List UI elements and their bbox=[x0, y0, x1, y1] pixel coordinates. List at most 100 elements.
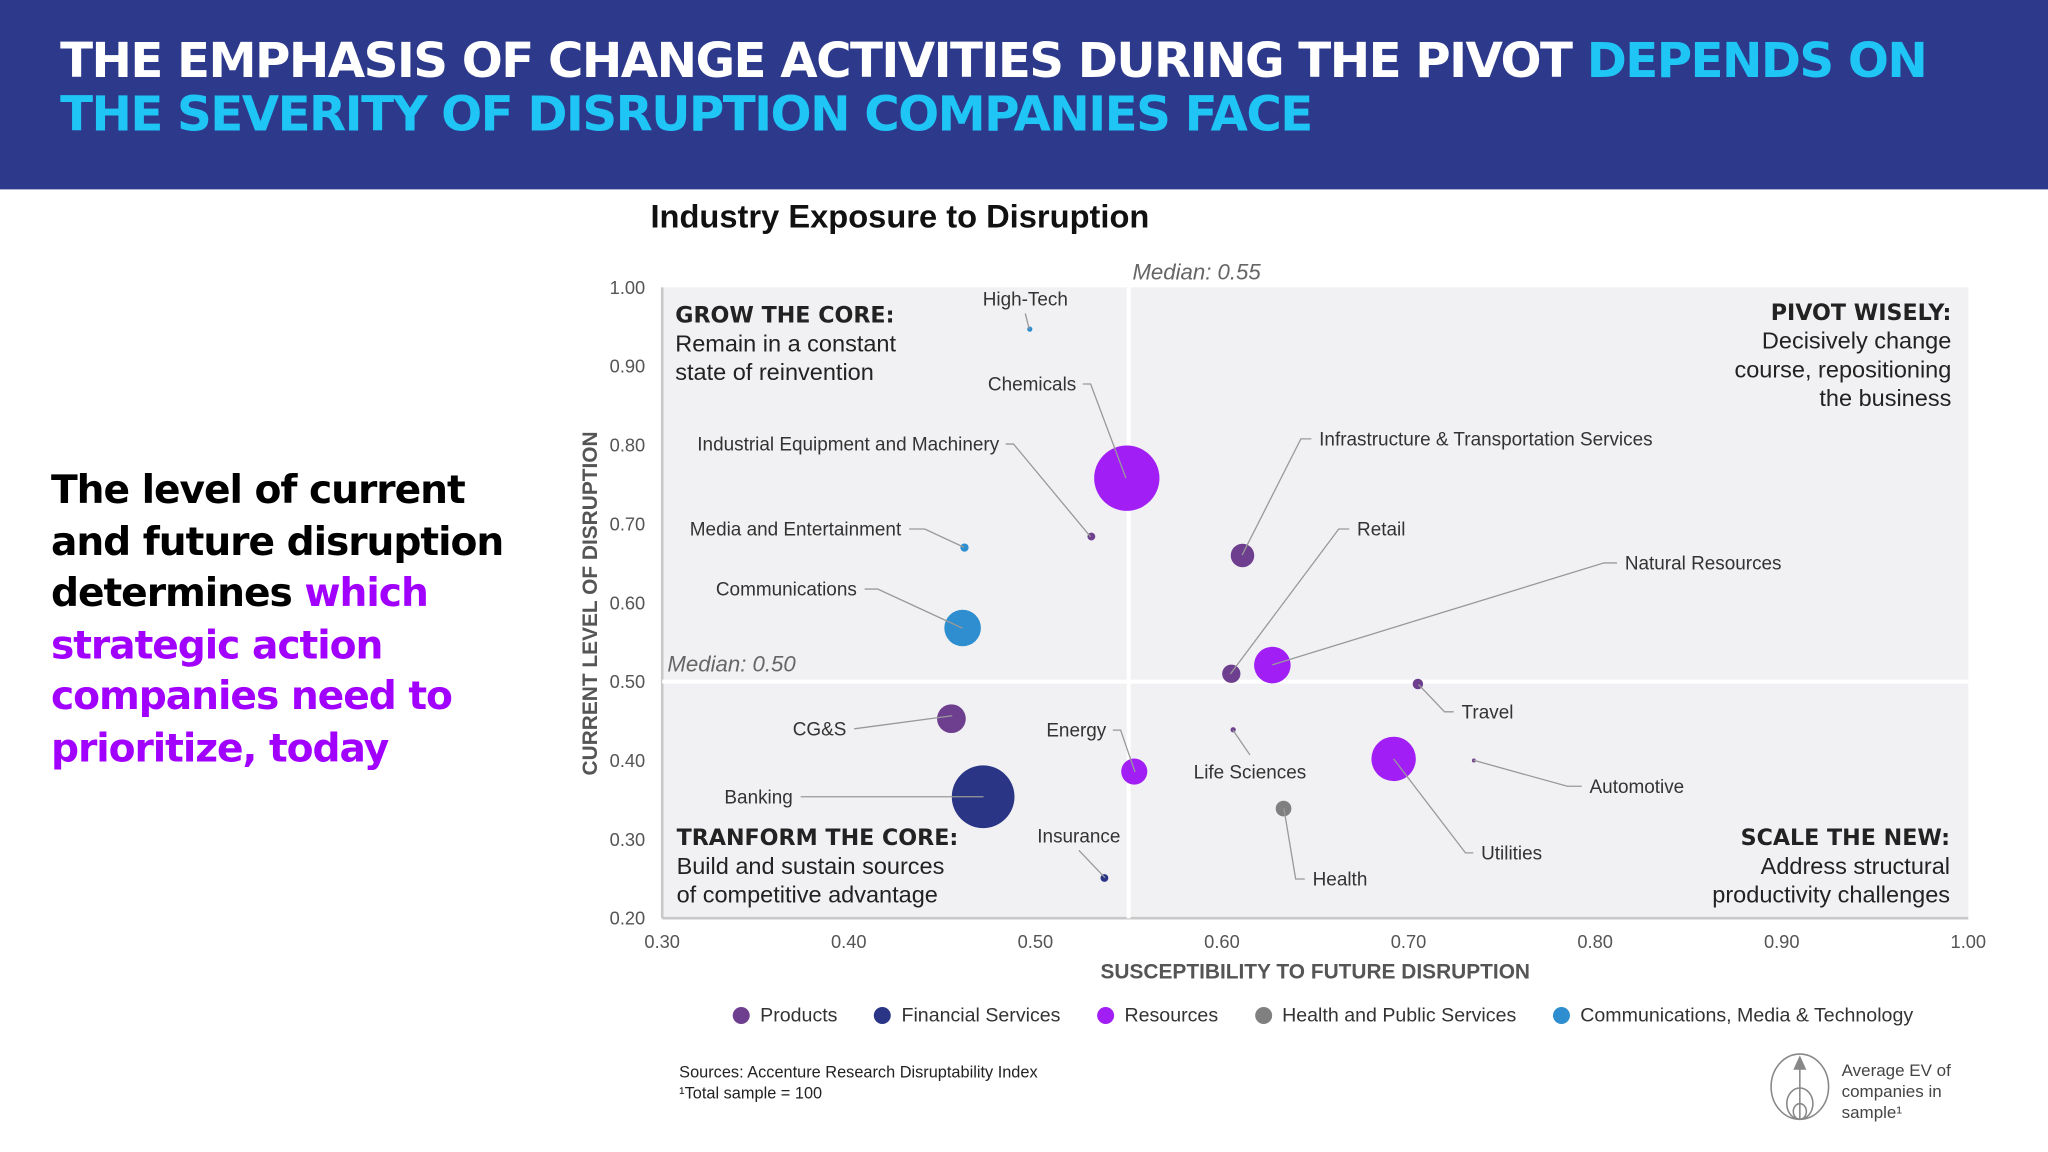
data-label: Automotive bbox=[1590, 777, 1685, 798]
legend-label: Health and Public Services bbox=[1282, 1004, 1517, 1027]
bubble-high-tech bbox=[1027, 326, 1033, 332]
key-message: The level of current and future disrupti… bbox=[51, 465, 534, 775]
plot-area bbox=[662, 287, 1969, 919]
quadrant-text-top-right: the business bbox=[1819, 385, 1951, 411]
legend-dot-icon bbox=[874, 1007, 892, 1024]
x-axis-title: SUSCEPTIBILITY TO FUTURE DISRUPTION bbox=[1100, 960, 1530, 983]
leader-line bbox=[1417, 683, 1454, 713]
legend-item: Resources bbox=[1097, 1004, 1219, 1027]
leader-line bbox=[1393, 758, 1474, 854]
bubble-chemicals bbox=[1094, 445, 1160, 511]
legend-item: Financial Services bbox=[874, 1004, 1061, 1027]
legend-dot-icon bbox=[1097, 1007, 1115, 1024]
leader-line bbox=[1229, 528, 1350, 675]
leader-line bbox=[1024, 313, 1030, 330]
y-axis-title: CURRENT LEVEL OF DISRUPTION bbox=[579, 431, 602, 775]
data-label: Banking bbox=[724, 787, 792, 808]
sources-note: Sources: Accenture Research Disruptabili… bbox=[679, 1062, 1037, 1104]
quadrant-text-bottom-right: productivity challenges bbox=[1712, 882, 1950, 908]
median-x-label: Median: 0.55 bbox=[1132, 260, 1261, 285]
data-label: Utilities bbox=[1481, 843, 1542, 864]
x-tick-label: 0.50 bbox=[1018, 931, 1054, 952]
legend-label: Products bbox=[760, 1004, 838, 1027]
leader-line bbox=[1005, 443, 1092, 538]
quadrant-text-bottom-left: Build and sustain sources bbox=[677, 853, 945, 879]
legend-label: Resources bbox=[1124, 1004, 1219, 1027]
bubble-life-sciences bbox=[1230, 727, 1236, 733]
quadrant-text-top-left: state of reinvention bbox=[675, 359, 874, 385]
quadrant-title-top-left: GROW THE CORE: bbox=[675, 303, 894, 329]
leader-line bbox=[1241, 438, 1312, 556]
x-tick-label: 0.30 bbox=[644, 931, 680, 952]
data-label: Health bbox=[1313, 870, 1368, 891]
chart-title: Industry Exposure to Disruption bbox=[650, 198, 1150, 236]
quadrant-title-top-right: PIVOT WISELY: bbox=[1771, 300, 1952, 326]
y-tick-label: 0.60 bbox=[610, 592, 646, 613]
y-tick-label: 0.20 bbox=[610, 908, 646, 929]
data-label: Natural Resources bbox=[1625, 553, 1782, 574]
quadrant-text-top-right: course, repositioning bbox=[1734, 356, 1951, 382]
quadrant-text-bottom-right: Address structural bbox=[1761, 853, 1950, 879]
bubble-media-and-entertainment bbox=[960, 543, 969, 552]
leader-line bbox=[1078, 849, 1106, 879]
leader-line bbox=[864, 588, 963, 629]
title-accent-part: DEPENDS ON THE SEVERITY OF DISRUPTION CO… bbox=[60, 32, 1928, 143]
x-tick-label: 1.00 bbox=[1951, 931, 1987, 952]
chart-legend: Products Financial Services Resources Healt… bbox=[732, 1004, 1950, 1027]
legend-dot-icon bbox=[1254, 1007, 1272, 1024]
slide-title: THE EMPHASIS OF CHANGE ACTIVITIES DURING… bbox=[60, 34, 2032, 141]
header-banner: THE EMPHASIS OF CHANGE ACTIVITIES DURING… bbox=[0, 0, 2048, 190]
data-label: Insurance bbox=[1037, 826, 1120, 847]
data-label: Travel bbox=[1462, 702, 1514, 723]
quadrant-title-bottom-left: TRANFORM THE CORE: bbox=[677, 825, 959, 851]
bubble-cg-s bbox=[937, 704, 966, 734]
y-tick-label: 0.90 bbox=[610, 356, 646, 377]
leader-line bbox=[1232, 729, 1251, 756]
leader-line bbox=[909, 528, 965, 548]
legend-dot-icon bbox=[732, 1007, 750, 1024]
key-message-black: The level of current and future disrupti… bbox=[50, 467, 504, 617]
quadrant-title-bottom-right: SCALE THE NEW: bbox=[1741, 825, 1950, 851]
median-y-label: Median: 0.50 bbox=[667, 651, 796, 676]
leader-line bbox=[1283, 808, 1305, 880]
legend-dot-icon bbox=[1552, 1007, 1570, 1024]
legend-item: Communications, Media & Technology bbox=[1552, 1004, 1914, 1027]
data-label: Life Sciences bbox=[1194, 762, 1307, 783]
quadrant-text-top-right: Decisively change bbox=[1762, 328, 1951, 354]
data-label: Communications bbox=[716, 580, 857, 601]
x-tick-label: 0.40 bbox=[831, 931, 867, 952]
bubble-infrastructure-transportation-services bbox=[1230, 543, 1255, 568]
data-label: Infrastructure & Transportation Services bbox=[1319, 429, 1652, 450]
leader-line bbox=[1112, 729, 1136, 773]
leader-line bbox=[854, 715, 953, 730]
y-tick-label: 1.00 bbox=[610, 277, 646, 298]
y-tick-label: 0.80 bbox=[610, 435, 646, 456]
x-tick-label: 0.90 bbox=[1764, 931, 1800, 952]
x-tick-label: 0.80 bbox=[1577, 931, 1613, 952]
data-label: Energy bbox=[1046, 721, 1106, 742]
y-tick-label: 0.30 bbox=[610, 829, 646, 850]
y-tick-label: 0.70 bbox=[610, 513, 646, 534]
size-legend-label: Average EV of companies in sample¹ bbox=[1841, 1060, 1951, 1122]
data-label: Retail bbox=[1357, 520, 1405, 541]
legend-label: Financial Services bbox=[901, 1004, 1061, 1027]
data-label: Industrial Equipment and Machinery bbox=[697, 435, 999, 456]
quadrant-text-top-left: Remain in a constant bbox=[675, 330, 896, 356]
title-white-part: THE EMPHASIS OF CHANGE ACTIVITIES DURING… bbox=[60, 32, 1587, 89]
legend-label: Communications, Media & Technology bbox=[1580, 1004, 1914, 1027]
sources-text: Sources: Accenture Research Disruptabili… bbox=[679, 1063, 1038, 1082]
leader-line bbox=[1271, 562, 1617, 666]
leader-line bbox=[1082, 383, 1127, 479]
data-label: Chemicals bbox=[988, 375, 1076, 396]
key-message-accent: which strategic action companies need to… bbox=[50, 570, 453, 772]
x-tick-label: 0.70 bbox=[1391, 931, 1427, 952]
data-label: CG&S bbox=[793, 719, 847, 740]
y-tick-label: 0.40 bbox=[610, 750, 646, 771]
legend-item: Health and Public Services bbox=[1254, 1004, 1517, 1027]
legend-item: Products bbox=[732, 1004, 838, 1027]
leader-line bbox=[1473, 759, 1582, 787]
y-tick-label: 0.50 bbox=[610, 671, 646, 692]
data-label: Media and Entertainment bbox=[690, 520, 902, 541]
data-label: High-Tech bbox=[983, 290, 1068, 311]
